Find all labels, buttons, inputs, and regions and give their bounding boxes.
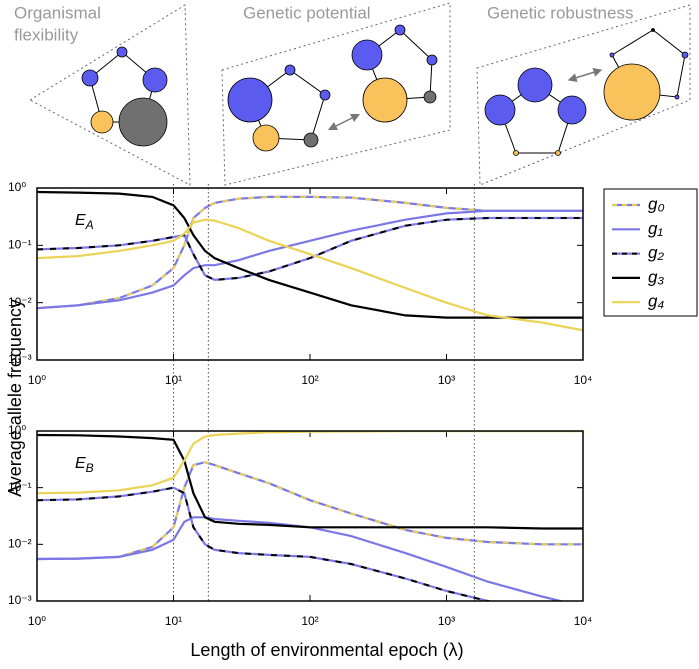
x-tick-label: 10² (301, 614, 318, 628)
network (484, 28, 689, 156)
network (81, 46, 168, 147)
x-tick-label: 10⁰ (28, 614, 46, 628)
series-line (37, 218, 583, 332)
series-line-dash (37, 486, 493, 601)
x-tick-label: 10¹ (165, 373, 182, 387)
legend-label: g₀ (648, 194, 665, 213)
series-line (37, 431, 583, 495)
series-line-dash (37, 461, 583, 560)
x-tick-label: 10⁰ (28, 373, 46, 387)
network (227, 24, 438, 152)
series-line (37, 516, 566, 601)
annotation-sub: A (85, 218, 94, 232)
series-line-dash (37, 195, 583, 310)
panel-outline (28, 4, 191, 186)
annotation-main: E (75, 212, 86, 229)
y-tick-label: 10⁻¹ (8, 238, 32, 252)
y-tick-label: 10⁻¹ (8, 480, 32, 494)
diagram-label: Genetic robustness (487, 3, 633, 22)
x-tick-label: 10⁴ (574, 373, 593, 387)
y-tick-label: 10⁻² (8, 295, 32, 309)
x-tick-label: 10⁴ (574, 614, 593, 628)
x-tick-label: 10³ (438, 373, 455, 387)
y-axis-label: Average allele frequency (5, 299, 25, 497)
diagram-label: Organismal (14, 3, 101, 22)
series-line (37, 433, 583, 530)
diagrams (28, 2, 691, 186)
plot-frame (36, 187, 584, 361)
annotation-main: E (75, 455, 86, 472)
x-tick-label: 10² (301, 373, 318, 387)
y-tick-label: 10⁰ (8, 423, 26, 437)
y-tick-label: 10⁻³ (8, 352, 32, 366)
plot-lines (37, 190, 583, 332)
legend-label: g₂ (648, 243, 664, 262)
series-line (37, 216, 583, 282)
annotation: EB (75, 455, 94, 475)
legend-label: g₃ (648, 267, 664, 286)
legend-label: g₁ (648, 219, 663, 238)
diagram-label: flexibility (14, 25, 79, 44)
x-tick-label: 10³ (438, 614, 455, 628)
annotation: EA (75, 212, 94, 232)
legend-label: g₄ (648, 292, 664, 311)
plot-frame (36, 430, 584, 602)
series-line (37, 190, 583, 319)
x-tick-label: 10¹ (165, 614, 182, 628)
diagram-label: Genetic potential (243, 3, 371, 22)
y-tick-label: 10⁰ (8, 180, 26, 194)
series-line (37, 461, 583, 561)
y-tick-label: 10⁻² (8, 537, 32, 551)
series-line (37, 486, 493, 601)
y-tick-label: 10⁻³ (8, 593, 32, 607)
series-line-dash (37, 217, 583, 281)
x-axis-label: Length of environmental epoch (λ) (190, 640, 463, 660)
annotation-sub: B (86, 461, 94, 475)
plot-lines (37, 431, 583, 601)
